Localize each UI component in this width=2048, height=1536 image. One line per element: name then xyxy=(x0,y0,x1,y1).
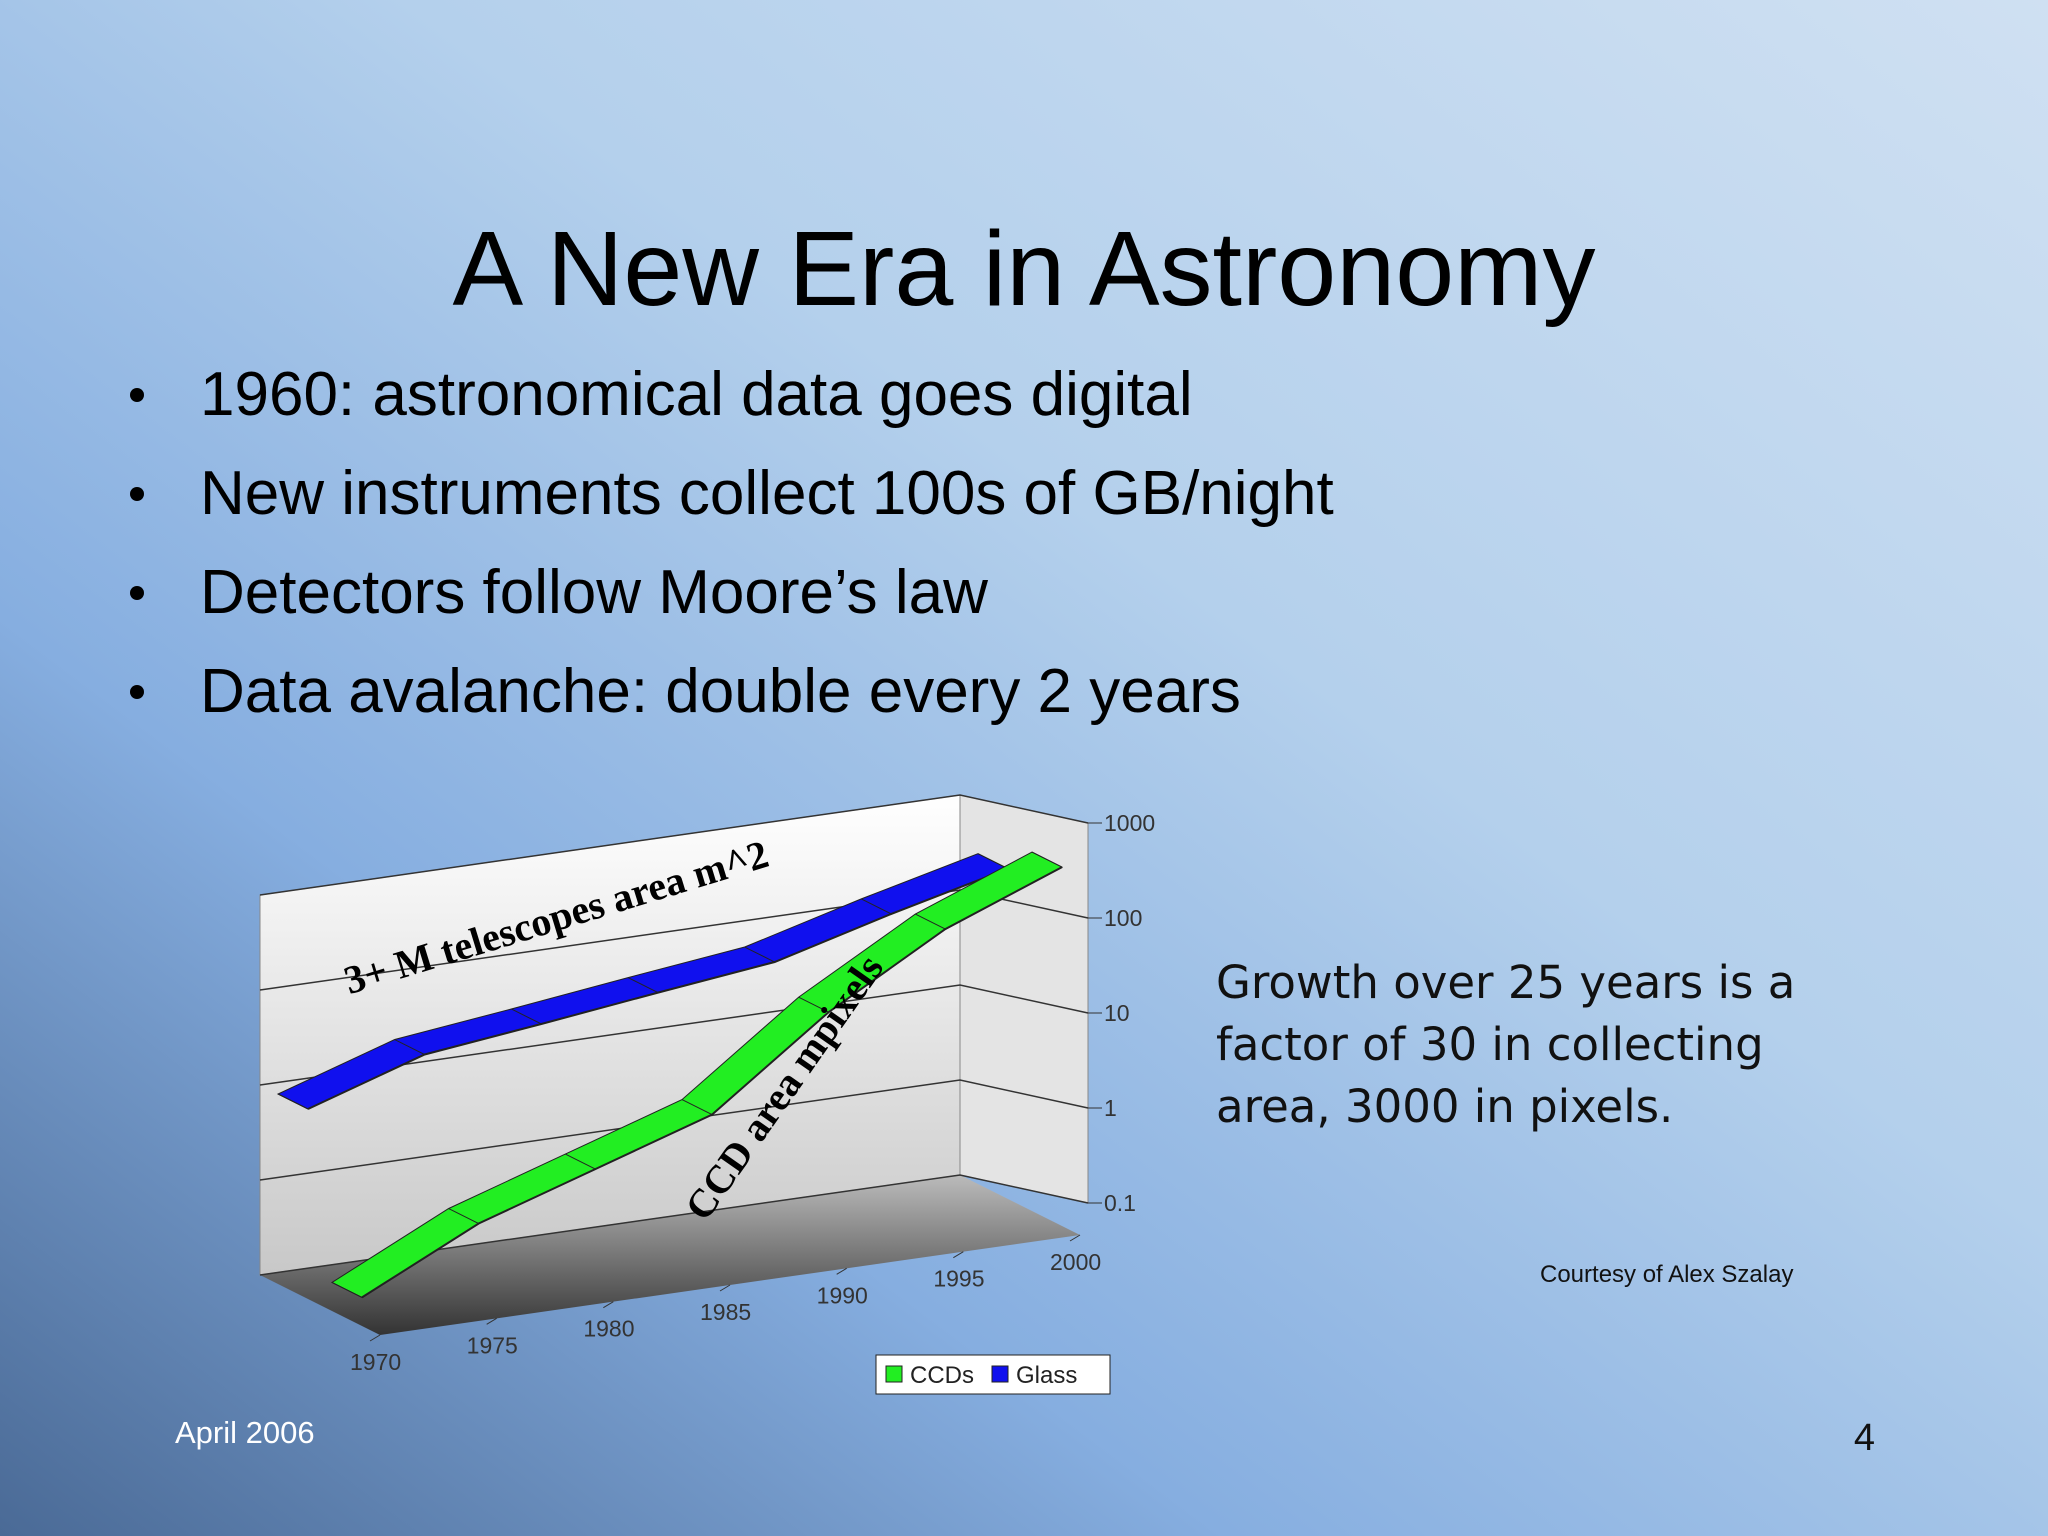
x-tick xyxy=(603,1301,614,1309)
x-tick-label: 1985 xyxy=(700,1299,751,1325)
legend-swatch xyxy=(991,1365,1009,1383)
x-tick-label: 1990 xyxy=(817,1282,868,1308)
footer-date: April 2006 xyxy=(175,1415,315,1450)
bullet-dot xyxy=(130,685,144,699)
bullet-list: 1960: astronomical data goes digital New … xyxy=(130,360,1334,726)
x-tick xyxy=(1069,1234,1081,1242)
y-tick-label: 0.1 xyxy=(1104,1190,1136,1216)
ribbon-fold xyxy=(277,1093,309,1110)
x-tick xyxy=(369,1334,381,1342)
ribbon-fold xyxy=(1031,851,1063,868)
grid-line xyxy=(259,1079,1089,1181)
bullet-dot xyxy=(130,586,144,600)
bullet-text: New instruments collect 100s of GB/night xyxy=(200,459,1334,528)
y-tick-label: 10 xyxy=(1104,1000,1130,1026)
x-tick-label: 1970 xyxy=(350,1349,401,1375)
x-tick-label: 2000 xyxy=(1050,1249,1101,1275)
grid-line xyxy=(259,984,1089,1086)
x-tick-label: 1995 xyxy=(933,1266,984,1292)
chart: 0.1 1 10 100 1000 1970 1975 1980 1985 1990 1995 200… xyxy=(259,794,1155,1395)
series-line xyxy=(361,866,1063,1299)
chart-floor xyxy=(260,1175,1080,1335)
bullet-dot xyxy=(130,388,144,402)
x-tick-label: 1980 xyxy=(583,1316,634,1342)
bullet-text: Detectors follow Moore’s law xyxy=(200,558,988,627)
ribbon-fold xyxy=(627,977,659,994)
credit: Courtesy of Alex Szalay xyxy=(1540,1261,1793,1288)
grid-line xyxy=(259,1174,1089,1276)
x-tick-label: 1975 xyxy=(467,1332,518,1358)
legend-label: Glass xyxy=(1016,1362,1077,1389)
bullet-text: Data avalanche: double every 2 years xyxy=(200,657,1241,726)
ribbon-fold xyxy=(915,913,946,930)
slide-title: A New Era in Astronomy xyxy=(453,210,1596,328)
y-tick-label: 1000 xyxy=(1104,810,1155,836)
note-line: factor of 30 in collecting xyxy=(1216,1018,1764,1071)
legend-label: CCDs xyxy=(910,1362,974,1389)
ribbon-fold xyxy=(798,996,829,1013)
ribbon-fold xyxy=(511,1008,542,1025)
x-tick xyxy=(486,1317,497,1325)
series-line xyxy=(307,867,1009,1110)
ribbon-fold xyxy=(448,1208,479,1224)
note-line: area, 3000 in pixels. xyxy=(1216,1080,1673,1133)
ribbon-fold xyxy=(977,853,1009,870)
y-tick-label: 100 xyxy=(1104,905,1142,931)
x-tick xyxy=(836,1267,847,1275)
x-tick xyxy=(719,1284,731,1292)
ribbon-fold xyxy=(331,1281,363,1298)
note-line: Growth over 25 years is a xyxy=(1216,956,1795,1009)
ribbon-fold xyxy=(565,1153,596,1170)
ribbon-fold xyxy=(681,1099,713,1116)
y-tick-label: 1 xyxy=(1104,1095,1117,1121)
bullet-dot xyxy=(130,487,144,501)
page-number: 4 xyxy=(1854,1417,1875,1459)
ribbon-fold xyxy=(744,946,775,963)
bullet-text: 1960: astronomical data goes digital xyxy=(200,360,1193,429)
ribbon-fold xyxy=(861,898,892,915)
x-tick xyxy=(953,1251,964,1259)
legend-swatch xyxy=(885,1365,903,1383)
ribbon-fold xyxy=(394,1039,425,1055)
grid-line xyxy=(259,794,1089,896)
